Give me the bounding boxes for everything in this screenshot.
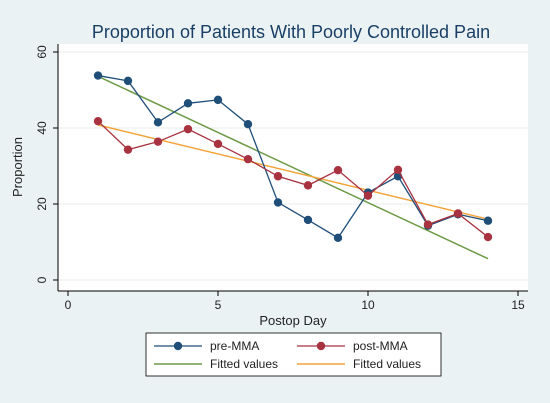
x-tick-label: 0 — [65, 298, 72, 312]
data-point-post-mma — [273, 172, 283, 181]
series-line-pre-mma — [97, 74, 489, 239]
data-point-post-mma — [153, 137, 163, 146]
legend-marker-post-mma — [316, 341, 326, 351]
legend-box — [145, 332, 442, 377]
data-point-post-mma — [123, 145, 133, 154]
data-point-post-mma — [483, 232, 493, 242]
x-tick-label: 10 — [361, 298, 375, 312]
legend-label-post-mma: post-MMA — [353, 339, 408, 353]
data-point-pre-mma — [333, 233, 343, 243]
data-point-pre-mma — [183, 99, 193, 108]
y-tick-label: 0 — [35, 276, 49, 283]
axis-layer: 0 20 40 60 0 5 10 15 — [35, 44, 528, 312]
grid-layer — [58, 51, 528, 281]
series-line-fitted-values-2 — [97, 75, 489, 260]
data-point-post-mma — [393, 165, 403, 174]
data-point-pre-mma — [483, 216, 493, 225]
legend: pre-MMA post-MMA Fitted values Fitted value… — [145, 332, 442, 377]
x-tick-label: 15 — [511, 298, 525, 312]
data-point-pre-mma — [153, 118, 163, 127]
data-point-post-mma — [213, 139, 223, 149]
data-point-pre-mma — [213, 95, 223, 105]
y-tick-label: 60 — [35, 45, 49, 59]
data-point-pre-mma — [93, 71, 103, 80]
data-point-post-mma — [363, 191, 373, 200]
y-tick-label: 40 — [35, 121, 49, 135]
chart-title: Proportion of Patients With Poorly Contr… — [92, 22, 490, 42]
data-point-post-mma — [453, 209, 463, 218]
data-point-pre-mma — [243, 120, 253, 129]
data-point-post-mma — [333, 165, 343, 175]
data-point-pre-mma — [273, 198, 283, 207]
y-tick-label: 20 — [35, 197, 49, 211]
legend-label-fitted-values-3: Fitted values — [353, 357, 421, 371]
x-axis-label: Postop Day — [259, 313, 327, 328]
x-tick-label: 5 — [215, 298, 222, 312]
series-layer — [93, 71, 493, 260]
series-line-post-mma — [97, 120, 489, 238]
data-point-pre-mma — [123, 76, 133, 86]
data-point-post-mma — [93, 116, 103, 126]
legend-label-fitted-values-2: Fitted values — [210, 357, 278, 371]
data-point-post-mma — [303, 181, 313, 190]
series-line-fitted-values-3 — [97, 124, 489, 220]
legend-marker-pre-mma — [173, 341, 183, 351]
y-axis-label: Proportion — [10, 137, 25, 197]
data-point-post-mma — [183, 124, 193, 134]
data-point-post-mma — [423, 220, 433, 229]
data-point-post-mma — [243, 154, 253, 164]
data-point-pre-mma — [303, 215, 313, 225]
legend-label-pre-mma: pre-MMA — [210, 339, 259, 353]
